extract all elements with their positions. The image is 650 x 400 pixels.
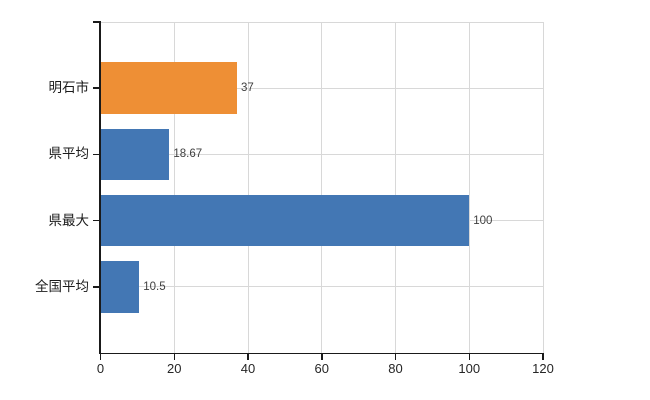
x-tick-label: 120 xyxy=(532,361,554,376)
category-label: 県最大 xyxy=(48,212,90,228)
gridline-vertical xyxy=(173,22,175,353)
x-tick-label: 20 xyxy=(167,361,182,376)
category-label: 明石市 xyxy=(48,80,90,96)
gridline-vertical xyxy=(395,22,396,353)
bar xyxy=(100,62,237,114)
bar xyxy=(100,261,140,313)
gridline-vertical xyxy=(542,22,544,353)
category-label: 県平均 xyxy=(48,146,90,162)
bar-value-label: 10.5 xyxy=(143,280,166,293)
bar-value-label: 100 xyxy=(473,214,493,227)
y-axis-tick xyxy=(92,153,101,156)
x-tick-label: 60 xyxy=(314,361,329,376)
x-axis-tick xyxy=(173,354,175,360)
x-tick-label: 40 xyxy=(240,361,256,376)
y-axis-line xyxy=(99,21,101,354)
bar xyxy=(100,128,170,181)
y-axis-tick xyxy=(92,21,101,23)
y-axis-tick xyxy=(92,87,101,89)
bar xyxy=(100,194,470,247)
x-axis-tick xyxy=(468,354,470,360)
bar-value-label: 18.67 xyxy=(173,148,203,161)
y-axis-tick xyxy=(92,286,101,288)
gridline-horizontal xyxy=(100,286,543,288)
x-tick-label: 100 xyxy=(458,361,481,376)
x-axis-tick xyxy=(542,354,544,360)
gridline-vertical xyxy=(247,22,249,353)
bar-value-label: 37 xyxy=(240,82,254,95)
x-tick-label: 80 xyxy=(388,361,403,376)
gridline-horizontal xyxy=(100,153,543,155)
category-label: 全国平均 xyxy=(35,278,89,294)
gridline-horizontal xyxy=(100,21,543,23)
x-axis-tick xyxy=(321,354,323,360)
x-axis-line xyxy=(99,352,545,355)
gridline-vertical xyxy=(468,22,470,353)
gridline-horizontal xyxy=(100,87,543,89)
y-axis-tick xyxy=(92,219,101,222)
x-axis-tick xyxy=(99,354,102,360)
x-axis-tick xyxy=(247,354,249,360)
gridline-vertical xyxy=(321,22,323,353)
x-tick-label: 0 xyxy=(96,361,105,376)
x-axis-tick xyxy=(394,354,397,360)
